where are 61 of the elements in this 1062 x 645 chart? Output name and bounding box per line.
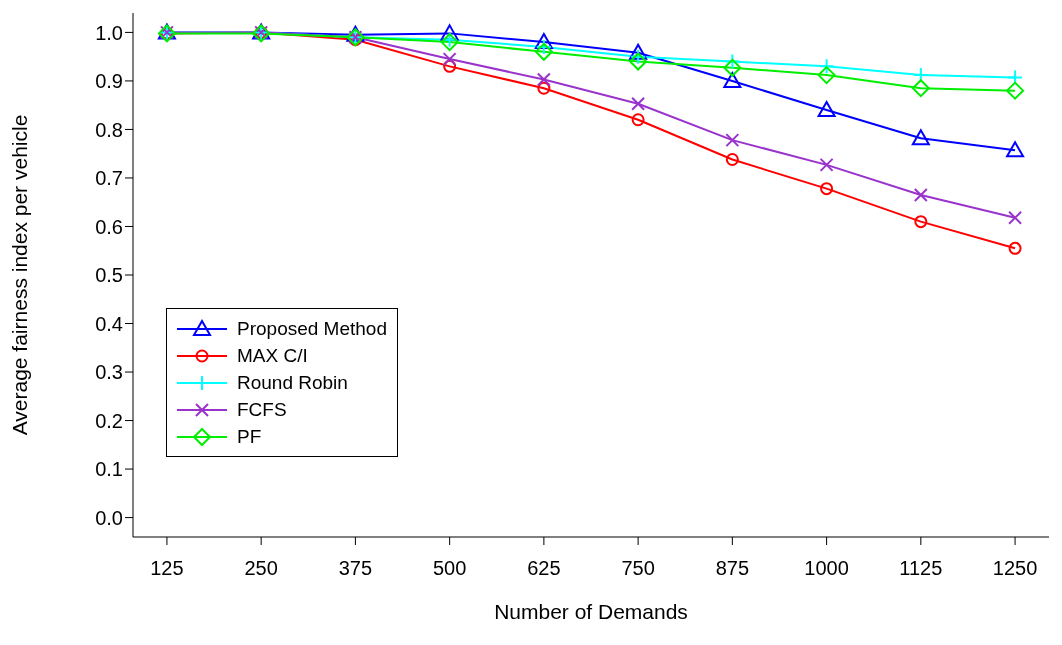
point (1006, 81, 1025, 100)
y-tick-label: 1.0 (95, 21, 123, 44)
point (723, 58, 742, 77)
point (913, 187, 928, 202)
point (723, 71, 742, 88)
y-tick-label: 0.3 (95, 361, 123, 384)
x-tick-label: 500 (432, 557, 467, 580)
point (631, 96, 646, 111)
x-tick-label: 750 (621, 557, 655, 580)
y-tick-label: 0.9 (95, 70, 123, 93)
legend-label: Proposed Method (237, 317, 387, 340)
point (440, 33, 459, 52)
point (914, 215, 928, 229)
point (724, 53, 741, 70)
point (534, 42, 553, 61)
legend-label: PF (237, 425, 262, 448)
y-tick-label: 0.6 (95, 215, 123, 238)
point (725, 153, 739, 167)
y-tick-label: 0.5 (95, 264, 123, 287)
point (534, 33, 553, 50)
y-tick-label: 0.8 (95, 118, 123, 141)
point (536, 72, 551, 87)
x-tick-label: 375 (338, 557, 373, 580)
point (1007, 69, 1024, 86)
x-tick-label: 1000 (804, 557, 849, 580)
point (819, 157, 834, 172)
y-axis-title: Average fairness index per vehicle (8, 114, 32, 436)
x-axis-title: Number of Demands (494, 600, 688, 623)
y-tick-label: 0.2 (95, 409, 123, 432)
legend-label: FCFS (237, 398, 287, 421)
y-tick-label: 0.1 (95, 458, 123, 481)
point (537, 81, 551, 95)
point (440, 24, 459, 41)
point (911, 129, 930, 146)
x-tick-label: 875 (715, 557, 750, 580)
point (818, 58, 835, 75)
point (535, 38, 552, 55)
point (629, 43, 648, 60)
point (1008, 241, 1022, 255)
point (442, 52, 457, 67)
point (725, 133, 740, 148)
point (1008, 210, 1023, 225)
x-tick-label: 250 (244, 557, 278, 580)
point (630, 48, 647, 65)
point (820, 182, 834, 196)
point (911, 79, 930, 98)
x-tick-label: 1125 (899, 557, 943, 580)
point (817, 66, 836, 85)
x-tick-label: 125 (150, 557, 184, 580)
x-tick-label: 625 (527, 557, 561, 580)
y-tick-label: 0.4 (95, 312, 123, 335)
y-tick-label: 0.7 (95, 167, 123, 190)
y-tick-label: 0.0 (95, 506, 123, 529)
legend-label: MAX C/I (237, 344, 308, 367)
point (443, 59, 457, 73)
legend-label: Round Robin (237, 371, 348, 394)
point (629, 52, 648, 71)
point (1006, 141, 1025, 158)
point (631, 113, 645, 127)
x-tick-label: 1250 (992, 557, 1038, 580)
point (817, 101, 836, 118)
